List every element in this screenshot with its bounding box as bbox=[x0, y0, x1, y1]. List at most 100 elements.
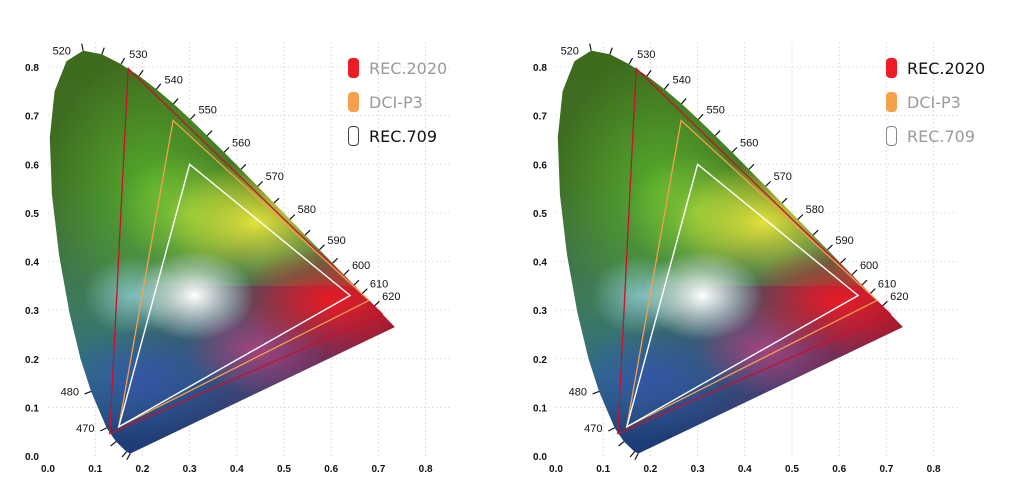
wavelength-label: 550 bbox=[199, 105, 217, 117]
x-tick-label: 0.8 bbox=[927, 464, 941, 475]
gamut-triangle-rec-709 bbox=[625, 163, 860, 429]
locus-tick bbox=[851, 269, 858, 276]
y-tick-label: 0.8 bbox=[533, 63, 547, 74]
y-tick-label: 0.4 bbox=[533, 258, 547, 269]
wavelength-label: 620 bbox=[382, 291, 400, 303]
locus-tick bbox=[206, 130, 213, 137]
x-tick-label: 0.1 bbox=[88, 464, 102, 475]
y-tick-label: 0.3 bbox=[25, 306, 39, 317]
wavelength-label: 560 bbox=[740, 138, 758, 150]
y-tick-label: 0.4 bbox=[25, 258, 39, 269]
locus-tick bbox=[84, 390, 92, 395]
y-tick-label: 0.8 bbox=[25, 63, 39, 74]
locus-tick bbox=[361, 288, 368, 295]
legend-item-dci-p3[interactable]: DCI-P3 bbox=[348, 91, 423, 113]
legend-label: REC.709 bbox=[369, 126, 438, 146]
wavelength-label: 520 bbox=[53, 45, 71, 57]
x-tick-label: 0.3 bbox=[691, 464, 705, 475]
wavelength-label: 610 bbox=[370, 279, 388, 291]
y-tick-label: 0.7 bbox=[25, 112, 39, 123]
wavelength-ticks bbox=[81, 43, 380, 461]
x-tick-label: 0.7 bbox=[371, 464, 385, 475]
y-tick-label: 0.2 bbox=[533, 355, 547, 366]
locus-tick bbox=[869, 288, 876, 295]
x-tick-label: 0.0 bbox=[41, 464, 55, 475]
locus-tick bbox=[592, 390, 600, 395]
locus-tick bbox=[353, 279, 360, 286]
swatch-rec2020 bbox=[886, 58, 897, 78]
legend-item-dci-p3[interactable]: DCI-P3 bbox=[886, 91, 961, 113]
x-axis: 0.0 0.1 0.2 0.3 0.4 0.5 0.6 0.7 0.8 bbox=[41, 464, 433, 475]
x-tick-label: 0.6 bbox=[832, 464, 846, 475]
locus-tick bbox=[827, 244, 833, 251]
legend-item-rec2020[interactable]: REC.2020 bbox=[348, 57, 447, 79]
locus-tick bbox=[663, 83, 670, 90]
x-tick-label: 0.2 bbox=[643, 464, 657, 475]
swatch-dci-p3 bbox=[348, 92, 359, 112]
x-tick-label: 0.4 bbox=[230, 464, 244, 475]
y-tick-label: 0.1 bbox=[25, 403, 39, 414]
wavelength-label: 610 bbox=[878, 279, 896, 291]
locus-tick bbox=[138, 69, 144, 77]
wavelength-label: 550 bbox=[707, 105, 725, 117]
locus-tick bbox=[646, 69, 652, 77]
gamut-triangle-rec-2020 bbox=[109, 67, 384, 435]
y-tick-label: 0.6 bbox=[533, 160, 547, 171]
y-tick-label: 0.0 bbox=[533, 452, 547, 463]
locus-tick bbox=[589, 43, 592, 51]
locus-tick bbox=[289, 214, 296, 220]
x-tick-label: 0.5 bbox=[277, 464, 291, 475]
chart-panel-rec709: 470 480 520 530 540 550 560 570 580 590 600 610 620 0… bbox=[25, 42, 450, 475]
wavelength-label: 560 bbox=[232, 138, 250, 150]
locus-tick bbox=[881, 300, 888, 307]
x-tick-label: 0.5 bbox=[785, 464, 799, 475]
wavelength-label: 580 bbox=[806, 204, 824, 216]
y-tick-label: 0.7 bbox=[533, 112, 547, 123]
locus-tick bbox=[861, 279, 868, 286]
locus-tick bbox=[748, 163, 755, 170]
swatch-rec2020 bbox=[348, 58, 359, 78]
locus-tick bbox=[812, 229, 819, 236]
wavelength-label: 530 bbox=[129, 49, 147, 61]
gamut-triangle-rec-709 bbox=[117, 163, 352, 429]
legend-label: REC.709 bbox=[907, 126, 976, 146]
x-tick-label: 0.4 bbox=[738, 464, 752, 475]
locus-tick bbox=[332, 257, 339, 264]
locus-tick bbox=[81, 43, 84, 51]
locus-tick bbox=[618, 441, 625, 447]
legend-label: REC.2020 bbox=[369, 58, 448, 78]
locus-tick bbox=[304, 229, 311, 236]
locus-tick bbox=[240, 163, 247, 170]
locus-tick bbox=[223, 146, 230, 153]
legend-item-rec709[interactable]: REC.709 bbox=[348, 125, 437, 147]
locus-tick bbox=[608, 427, 615, 432]
wavelength-label: 540 bbox=[165, 74, 183, 86]
locus-tick bbox=[257, 180, 264, 187]
x-tick-label: 0.0 bbox=[549, 464, 563, 475]
wavelength-label: 580 bbox=[298, 204, 316, 216]
gamut-triangles bbox=[617, 67, 892, 435]
x-tick-label: 0.8 bbox=[419, 464, 433, 475]
gamut-triangles bbox=[109, 67, 384, 435]
locus-tick bbox=[110, 441, 117, 447]
swatch-rec709 bbox=[348, 126, 359, 146]
locus-tick bbox=[173, 98, 179, 105]
legend-item-rec2020[interactable]: REC.2020 bbox=[886, 57, 985, 79]
locus-tick bbox=[101, 47, 105, 55]
locus-tick bbox=[319, 244, 325, 251]
wavelength-label: 570 bbox=[774, 171, 792, 183]
locus-tick bbox=[155, 83, 162, 90]
chart-panel-rec2020: 470 480 520 530 540 550 560 570 580 590 600 610 620 0… bbox=[508, 0, 1016, 501]
y-tick-label: 0.2 bbox=[25, 355, 39, 366]
wavelength-label: 470 bbox=[584, 423, 602, 435]
locus-tick bbox=[100, 427, 107, 432]
wavelength-label: 600 bbox=[352, 260, 370, 272]
gamut-triangle-dci-p3 bbox=[625, 119, 879, 428]
legend-item-rec709[interactable]: REC.709 bbox=[886, 125, 975, 147]
locus-tick bbox=[120, 57, 126, 65]
locus-tick bbox=[373, 300, 380, 307]
gamut-triangle-rec-2020 bbox=[617, 67, 892, 435]
